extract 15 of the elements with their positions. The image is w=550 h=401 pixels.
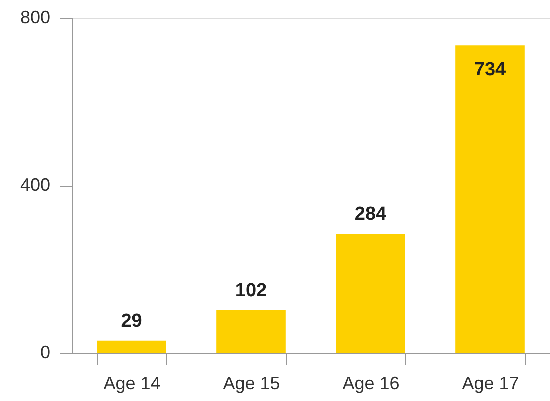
data-label: 102 — [235, 280, 268, 302]
bar — [456, 46, 525, 353]
x-tick-label: Age 14 — [104, 374, 161, 394]
bar — [97, 340, 166, 353]
x-tick-label: Age 16 — [342, 374, 400, 394]
bar — [336, 234, 406, 353]
data-label: 29 — [121, 310, 142, 332]
y-tick-label: 400 — [20, 175, 50, 195]
data-label: 734 — [474, 60, 507, 81]
y-tick-label: 800 — [20, 8, 50, 28]
data-label: 284 — [354, 204, 388, 226]
x-tick-label: Age 17 — [462, 374, 520, 394]
bar — [216, 310, 286, 353]
x-tick-label: Age 15 — [223, 374, 280, 394]
y-tick-label: 0 — [40, 342, 50, 362]
